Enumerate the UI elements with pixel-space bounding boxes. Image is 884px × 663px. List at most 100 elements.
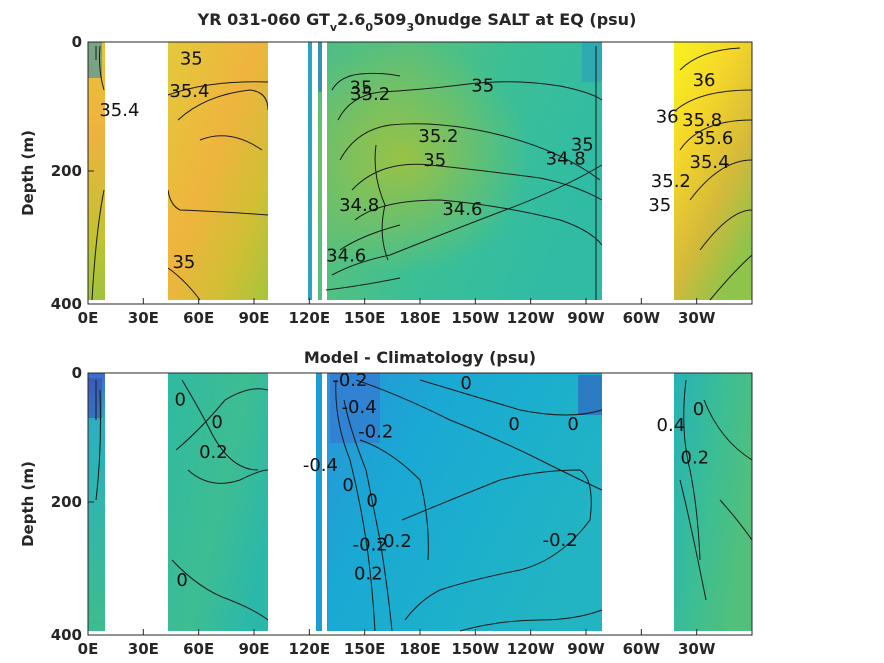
bottom-contour-label: -0.2 [377,531,412,552]
bottom-x-tick-label: 60W [623,640,661,658]
top-contour-label: 35.4 [169,81,209,102]
top-x-ticks: 0E 30E 60E 90E 120E 150E 180E 150W 120W 90W 60W 30W [78,298,716,327]
top-y-tick-label: 400 [51,295,82,313]
bottom-x-tick-label: 60E [183,640,214,658]
bottom-field-fresh-surface-west [88,378,102,418]
bottom-contour-label: 0.4 [657,415,686,436]
top-contour-label: 35 [172,252,195,273]
bottom-contour-label: -0.4 [342,397,377,418]
top-contour-label: 35.2 [651,171,691,192]
bottom-field [88,373,753,632]
top-contour-label: 35 [571,134,594,155]
bottom-contour-label: 0 [366,491,377,512]
bottom-y-ticks: 0 200 400 [51,364,94,644]
bottom-land-americas [602,373,674,631]
top-contour-label: 35.6 [693,128,733,149]
top-x-tick-label: 120E [289,309,331,327]
top-contour-label: 35 [180,49,203,70]
bottom-contour-lines [95,379,753,632]
bottom-y-tick-label: 400 [51,626,82,644]
top-contour-label: 34.6 [326,245,366,266]
top-land-americas [602,42,674,300]
top-contour-label: 34.8 [339,195,379,216]
bottom-x-tick-label: 150E [344,640,386,658]
top-field-indian-ocean [168,42,268,300]
bottom-panel: Model - Climatology (psu) 000.20-0.2-0.4… [19,348,753,658]
top-field-fresh-surface-east [582,42,602,82]
bottom-x-tick-label: 180E [399,640,441,658]
bottom-contour-label: 0 [508,414,519,435]
bottom-x-tick-label: 120W [507,640,555,658]
bottom-contour-label: 0 [211,412,222,433]
top-land-maritime-continent [268,42,308,300]
bottom-field-gap-strip-2 [312,480,316,631]
top-x-tick-label: 0E [78,309,99,327]
bottom-x-ticks: 0E 30E 60E 90E 120E 150E 180E 150W 120W 90W 60W 30W [78,629,716,658]
bottom-x-tick-label: 120E [289,640,331,658]
top-x-tick-label: 120W [507,309,555,327]
bottom-x-tick-label: 90W [567,640,605,658]
bottom-land-gaps [105,373,674,631]
top-field-gap-strip [322,42,327,300]
bottom-land-maritime-continent [268,373,312,631]
bottom-y-tick-label: 0 [72,364,82,382]
bottom-title: Model - Climatology (psu) [304,348,536,367]
bottom-contour-label: -0.4 [303,455,338,476]
top-title: YR 031-060 GTv2.6050930nudge SALT at EQ … [197,10,637,34]
top-y-ticks: 0 200 400 [51,33,94,313]
bottom-contour-label: 0.2 [354,563,383,584]
top-x-tick-label: 180E [399,309,441,327]
top-contour-label: 34.8 [546,149,586,170]
bottom-contour-label: 0.2 [199,442,228,463]
bottom-x-tick-label: 30E [128,640,159,658]
bottom-contour-label: 0 [460,373,471,394]
bottom-contour-label: -0.2 [358,422,393,443]
top-field-fresh-surface-west [88,42,102,78]
top-x-tick-label: 150W [451,309,499,327]
top-contour-label: 35 [350,78,373,99]
top-contour-label: 36 [656,107,679,128]
top-contour-label: 35.4 [99,100,139,121]
top-x-tick-label: 90E [238,309,269,327]
top-contour-label: 36 [693,70,716,91]
bottom-contour-label: -0.2 [332,370,367,391]
top-y-tick-label: 0 [72,33,82,51]
bottom-contour-label: 0.2 [681,447,710,468]
top-land-africa [105,42,168,300]
top-x-tick-label: 60W [623,309,661,327]
bottom-contour-label: 0 [174,389,185,410]
bottom-ylabel: Depth (m) [19,461,37,547]
bottom-y-tick-label: 200 [51,493,82,511]
top-field-gap-strip-2 [312,150,317,300]
bottom-contour-labels: 000.20-0.2-0.4-0.2-0.400-0.20.2-0.200 0-0… [174,370,709,591]
top-contour-label: 35.2 [418,126,458,147]
top-field-fresh-strip [308,42,312,300]
top-field [88,42,753,301]
bottom-field-fresh-surface-east [578,375,602,415]
bottom-x-tick-label: 90E [238,640,269,658]
bottom-field-indian-ocean [168,373,268,631]
top-field-atlantic [674,42,752,300]
top-contour-label: 35 [648,195,671,216]
top-contour-label: 34.6 [442,199,482,220]
bottom-contour-label: 0 [693,399,704,420]
top-contour-label: 35.4 [690,152,730,173]
top-y-tick-label: 200 [51,162,82,180]
top-ylabel: Depth (m) [19,130,37,216]
bottom-x-tick-label: 0E [78,640,99,658]
bottom-x-tick-label: 150W [451,640,499,658]
top-field-west [88,42,105,300]
bottom-contour-label: 0 [567,414,578,435]
bottom-contour-label: 0 [342,475,353,496]
bottom-field-atlantic [674,373,752,631]
bottom-contour-label: -0.2 [353,534,388,555]
top-contour-label: 35.8 [682,110,722,131]
bottom-land-africa [105,373,168,631]
bottom-field-gap-strip [322,373,327,631]
top-x-tick-label: 90W [567,309,605,327]
bottom-contour-label: -0.2 [543,530,578,551]
top-x-tick-label: 150E [344,309,386,327]
top-contour-label: 35 [471,76,494,97]
